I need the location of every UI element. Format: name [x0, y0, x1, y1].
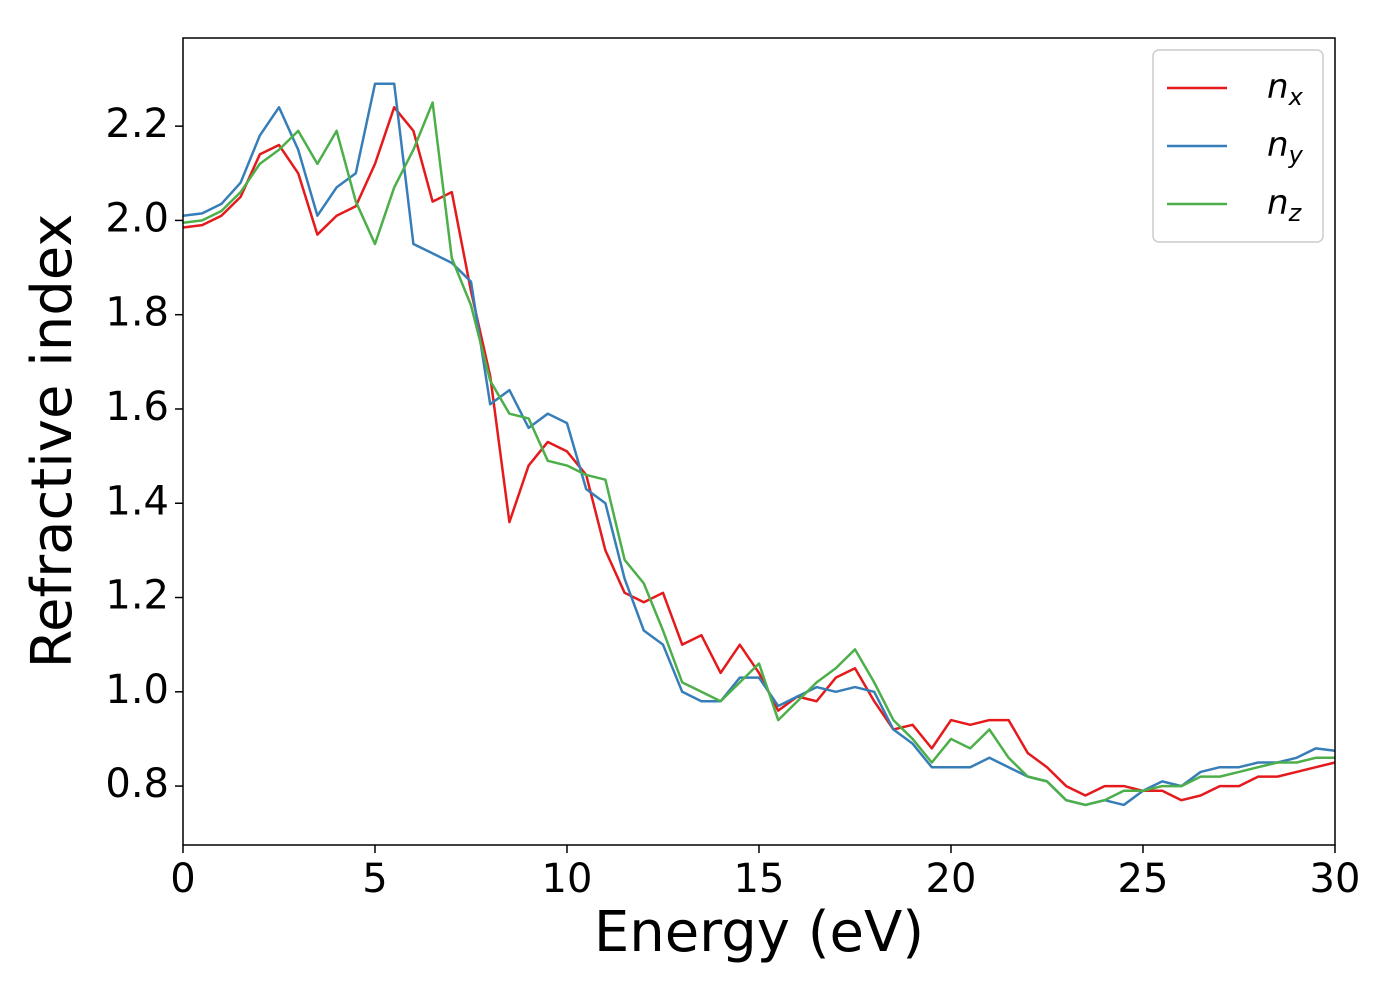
x-tick-label: 25	[1118, 856, 1169, 902]
x-tick-label: 5	[362, 856, 387, 902]
y-tick-label: 2.0	[105, 195, 169, 241]
legend-box	[1152, 49, 1324, 243]
x-tick-label: 15	[734, 856, 785, 902]
y-tick-label: 1.2	[105, 573, 169, 619]
data-line	[182, 101, 1335, 807]
x-tick-label: 30	[1310, 856, 1361, 902]
x-tick-label: 0	[170, 856, 195, 902]
y-axis-label: Refractive index	[20, 214, 85, 669]
y-tick-label: 1.0	[105, 667, 169, 713]
y-tick-label: 1.4	[105, 478, 169, 524]
legend-label: nx	[1267, 67, 1304, 112]
x-tick-label: 20	[926, 856, 977, 902]
x-tick-label: 10	[542, 856, 593, 902]
y-tick-label: 1.6	[105, 384, 169, 430]
x-axis-label: Energy (eV)	[594, 900, 924, 965]
legend-label: ny	[1267, 125, 1304, 170]
y-tick-label: 0.8	[105, 761, 169, 807]
y-tick-label: 2.2	[105, 101, 169, 147]
y-tick-label: 1.8	[105, 290, 169, 336]
plot-frame	[182, 37, 1336, 846]
legend-label: nz	[1267, 183, 1303, 228]
